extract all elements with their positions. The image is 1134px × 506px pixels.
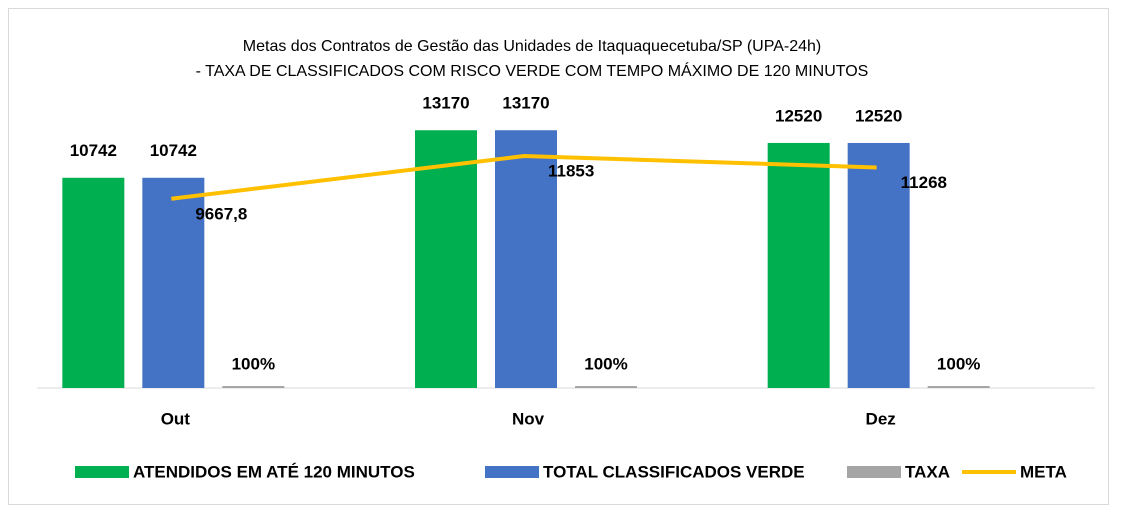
bar <box>767 142 830 388</box>
x-tick-label: Dez <box>866 409 896 428</box>
bar <box>847 142 910 388</box>
data-label: 13170 <box>502 94 549 113</box>
data-label: 12520 <box>775 106 822 125</box>
bar <box>575 386 637 388</box>
line-series <box>171 154 877 201</box>
bar <box>927 386 990 388</box>
bar <box>142 177 205 388</box>
data-label: 12520 <box>855 106 902 125</box>
data-label: 11268 <box>901 173 947 192</box>
x-tick-label: Out <box>161 409 191 428</box>
x-tick-label: Nov <box>512 409 545 428</box>
legend-swatch <box>485 466 539 478</box>
data-label: 100% <box>937 354 980 373</box>
data-label: 9667,8 <box>195 204 247 223</box>
bar <box>415 130 477 388</box>
legend-swatch <box>847 466 901 478</box>
data-label: 10742 <box>150 141 197 160</box>
legend-label: TOTAL CLASSIFICADOS VERDE <box>543 462 805 481</box>
legend-label: META <box>1020 462 1067 481</box>
legend-swatch <box>75 466 129 478</box>
data-label: 100% <box>232 354 275 373</box>
chart-title: Metas dos Contratos de Gestão das Unidad… <box>243 38 821 55</box>
data-label: 13170 <box>422 94 469 113</box>
legend-label: ATENDIDOS EM ATÉ 120 MINUTOS <box>133 462 415 481</box>
bar <box>62 177 125 388</box>
data-label: 100% <box>584 354 627 373</box>
bar <box>222 386 285 388</box>
bar <box>495 130 557 388</box>
data-label: 11853 <box>548 162 594 181</box>
legend-label: TAXA <box>905 462 950 481</box>
chart-subtitle: - TAXA DE CLASSIFICADOS COM RISCO VERDE … <box>196 61 869 80</box>
data-label: 10742 <box>70 141 117 160</box>
